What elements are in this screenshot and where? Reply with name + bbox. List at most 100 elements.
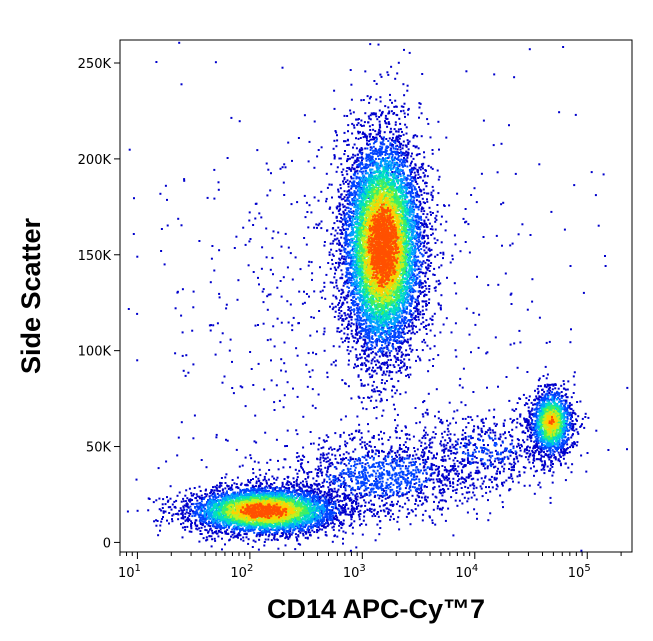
data-point: [430, 478, 433, 481]
data-point: [272, 325, 275, 328]
data-point: [401, 493, 404, 496]
data-point: [391, 343, 394, 345]
data-point: [509, 417, 512, 420]
data-point: [210, 545, 213, 548]
data-point: [397, 130, 400, 133]
data-point: [407, 323, 410, 326]
data-point: [284, 458, 287, 461]
data-point: [412, 184, 415, 187]
data-point: [233, 482, 236, 485]
data-point: [185, 508, 188, 511]
data-point: [172, 513, 175, 516]
data-point: [248, 240, 251, 243]
data-point: [439, 508, 441, 511]
data-point: [495, 443, 498, 446]
data-point: [543, 468, 546, 471]
data-point: [467, 439, 470, 442]
data-point: [350, 322, 353, 325]
data-point: [368, 143, 371, 146]
data-point: [374, 147, 377, 150]
data-point: [296, 538, 298, 541]
data-point: [396, 135, 398, 138]
data-point: [364, 357, 367, 360]
data-point: [456, 443, 459, 446]
data-point: [414, 514, 417, 517]
data-point: [342, 262, 344, 265]
data-point: [412, 461, 415, 464]
data-point: [416, 490, 419, 493]
data-point: [382, 494, 385, 497]
data-point: [425, 216, 428, 219]
data-point: [206, 196, 209, 199]
data-point: [286, 266, 289, 269]
data-point: [370, 348, 372, 351]
data-point: [161, 507, 164, 509]
data-point: [190, 524, 193, 527]
data-point: [370, 490, 373, 493]
data-point: [342, 504, 345, 506]
data-point: [347, 185, 350, 188]
data-point: [378, 450, 380, 453]
data-point: [350, 518, 353, 521]
data-point: [374, 130, 377, 133]
data-point: [423, 313, 425, 316]
data-point: [381, 353, 384, 356]
data-point: [545, 386, 548, 389]
data-point: [407, 447, 410, 449]
data-point: [325, 439, 328, 442]
data-point: [392, 364, 395, 367]
data-point: [364, 70, 367, 73]
data-point: [273, 535, 276, 537]
data-point: [339, 261, 342, 264]
data-point: [344, 497, 347, 500]
data-point: [425, 304, 428, 307]
data-point: [376, 366, 379, 369]
data-point: [375, 115, 378, 118]
data-point: [266, 482, 268, 485]
data-point: [360, 119, 363, 122]
data-point: [494, 449, 497, 452]
data-point: [419, 222, 422, 224]
data-point: [458, 478, 460, 481]
data-point: [509, 244, 512, 247]
data-point: [527, 406, 530, 409]
data-point: [421, 413, 424, 416]
data-point: [267, 538, 270, 541]
data-point: [408, 376, 410, 379]
data-point: [265, 227, 268, 230]
data-point: [411, 313, 414, 316]
data-point: [381, 347, 384, 350]
data-point: [351, 122, 354, 125]
data-point: [316, 529, 318, 531]
data-point: [214, 485, 217, 488]
data-point: [335, 170, 338, 173]
data-point: [404, 493, 407, 496]
data-point: [422, 207, 425, 210]
data-point: [357, 118, 359, 121]
data-point: [501, 460, 504, 463]
data-point: [398, 509, 401, 512]
data-point: [371, 374, 374, 377]
data-point: [429, 136, 432, 139]
data-point: [409, 164, 412, 167]
data-point: [492, 439, 495, 442]
data-point: [235, 448, 238, 451]
data-point: [464, 432, 467, 434]
data-point: [181, 511, 184, 514]
data-point: [188, 487, 191, 490]
data-point: [544, 384, 546, 387]
data-point: [503, 456, 506, 459]
data-point: [378, 116, 381, 118]
data-point: [431, 196, 434, 199]
data-point: [351, 199, 354, 202]
data-point: [343, 140, 345, 143]
data-point: [370, 341, 373, 343]
data-point: [377, 43, 380, 46]
data-point: [431, 468, 434, 471]
data-point: [275, 530, 278, 533]
data-point: [536, 387, 539, 390]
data-point: [387, 439, 390, 441]
data-point: [363, 133, 366, 136]
data-point: [300, 466, 303, 469]
data-point: [466, 449, 469, 452]
